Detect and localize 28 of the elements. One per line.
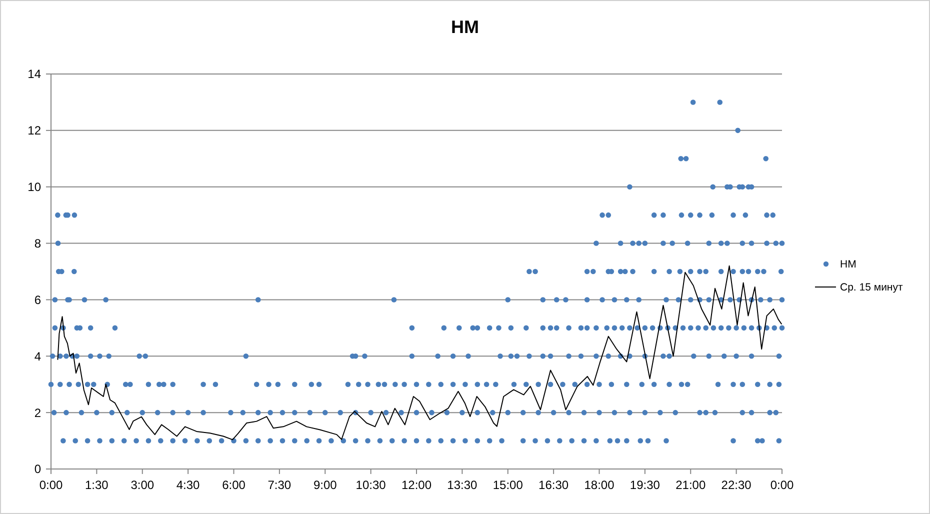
x-tick-label: 19:30 xyxy=(630,478,660,492)
y-tick-label: 12 xyxy=(28,124,42,138)
y-tick-label: 2 xyxy=(34,406,42,420)
y-tick-label: 14 xyxy=(28,67,42,82)
y-tick-label: 10 xyxy=(28,180,42,194)
x-tick-label: 21:00 xyxy=(676,478,706,492)
x-tick-label: 0:00 xyxy=(39,478,63,492)
legend-label: Ср. 15 минут xyxy=(840,282,903,294)
y-tick-label: 6 xyxy=(34,292,42,307)
x-tick-label: 4:30 xyxy=(176,478,200,492)
x-tick-label: 13:30 xyxy=(447,478,478,492)
x-tick-label: 6:00 xyxy=(222,478,246,492)
x-tick-label: 3:00 xyxy=(130,478,154,492)
chart-title: HM xyxy=(451,17,479,37)
x-tick-label: 10:30 xyxy=(356,478,386,492)
x-tick-label: 16:30 xyxy=(538,478,569,492)
x-tick-label: 18:00 xyxy=(584,478,615,492)
x-tick-label: 9:00 xyxy=(313,478,338,492)
x-tick-label: 0:00 xyxy=(770,478,794,492)
x-tick-label: 15:00 xyxy=(492,478,524,492)
legend-label: HM xyxy=(840,258,856,271)
x-tick-label: 12:00 xyxy=(401,478,432,492)
x-tick-label: 22:30 xyxy=(721,478,752,492)
x-tick-label: 7:30 xyxy=(268,478,292,492)
y-tick-label: 4 xyxy=(34,349,42,364)
y-tick-label: 0 xyxy=(34,462,42,476)
y-tick-label: 8 xyxy=(34,236,42,250)
x-tick-label: 1:30 xyxy=(85,478,109,492)
